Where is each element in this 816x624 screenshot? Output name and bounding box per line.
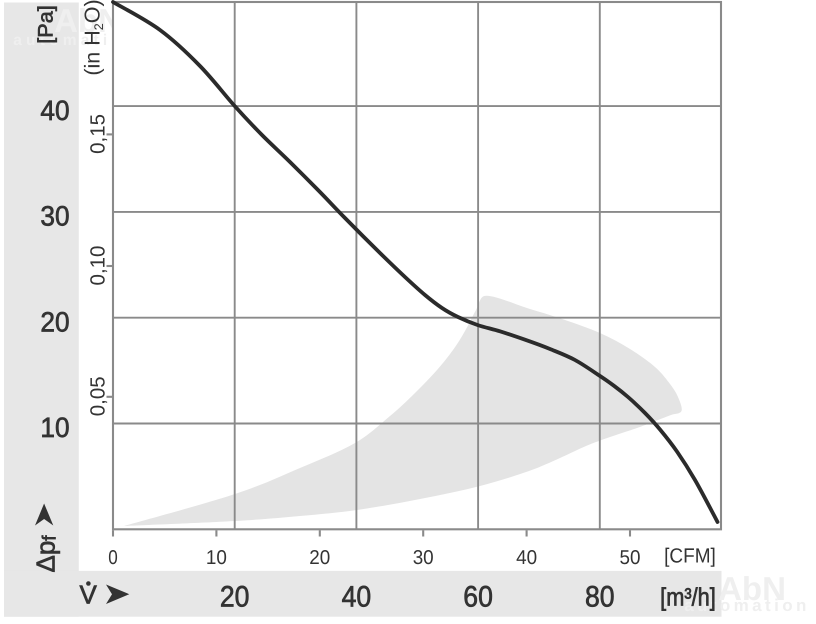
svg-text:20: 20 bbox=[309, 547, 330, 569]
svg-text:10: 10 bbox=[206, 547, 227, 569]
svg-text:Δpf: Δpf bbox=[31, 535, 61, 573]
svg-text:20: 20 bbox=[220, 580, 250, 613]
svg-text:0,15: 0,15 bbox=[86, 114, 109, 154]
svg-text:automation: automation bbox=[684, 596, 810, 615]
svg-text:automation: automation bbox=[13, 32, 139, 49]
svg-text:40: 40 bbox=[342, 580, 372, 613]
svg-text:40: 40 bbox=[40, 95, 69, 126]
svg-text:10: 10 bbox=[40, 412, 69, 443]
svg-text:AbN: AbN bbox=[718, 570, 786, 607]
svg-text:50: 50 bbox=[620, 547, 641, 569]
svg-text:60: 60 bbox=[463, 580, 493, 613]
svg-text:0,05: 0,05 bbox=[86, 376, 109, 416]
svg-text:V: V bbox=[80, 580, 98, 610]
svg-text:[m³/h]: [m³/h] bbox=[660, 583, 716, 611]
svg-text:0,10: 0,10 bbox=[86, 246, 109, 286]
svg-text:30: 30 bbox=[413, 547, 434, 569]
svg-text:80: 80 bbox=[585, 580, 615, 613]
svg-text:40: 40 bbox=[516, 547, 537, 569]
svg-text:30: 30 bbox=[40, 201, 69, 232]
svg-text:0: 0 bbox=[108, 547, 118, 569]
svg-text:[Pa]: [Pa] bbox=[34, 5, 58, 44]
svg-text:(in H2O): (in H2O) bbox=[81, 0, 107, 76]
svg-text:[CFM]: [CFM] bbox=[664, 545, 716, 568]
svg-text:AbN: AbN bbox=[54, 2, 122, 39]
svg-text:20: 20 bbox=[40, 306, 69, 337]
